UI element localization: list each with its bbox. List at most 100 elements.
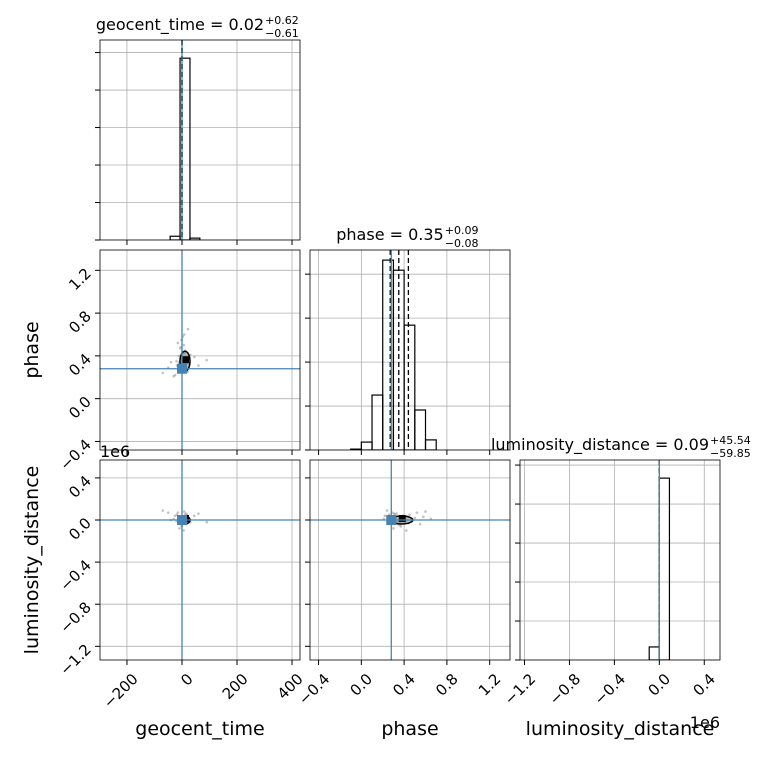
hist-bar [424,439,437,450]
sample-point [418,522,422,526]
sample-point [197,512,200,515]
contour-core [398,515,406,522]
sample-point [182,333,186,336]
y-tick-label: 0.4 [65,472,95,502]
sample-point [182,510,186,513]
sample-point [173,514,177,518]
sample-point [197,364,200,367]
sample-point [182,343,186,347]
title-text: geocent_time = 0.02 [96,15,264,35]
contour-core [181,356,189,364]
title-lower: −0.61 [265,27,299,40]
title-lower: −59.85 [710,447,751,460]
title-lower: −0.08 [445,237,479,250]
sample-point [179,346,182,349]
panel [520,460,720,660]
x-tick-label: 0.0 [644,670,674,700]
panel-frame [309,459,511,661]
truth-marker [386,515,397,525]
x-tick-label: 0.0 [346,670,376,700]
x-axis-label: phase [381,718,438,740]
hist-bar [360,441,373,450]
panel-frame [519,459,721,661]
panel-frame [99,249,301,451]
sample-point [161,371,165,375]
sample-point [413,516,417,520]
y-axis-label: phase [21,321,43,378]
sample-point [205,520,209,524]
sample-point [182,529,185,532]
sample-point [415,511,419,514]
x-tick-label: 0.8 [432,670,462,700]
y-tick-label: −0.4 [56,436,94,474]
panel-title: luminosity_distance = 0.09 [491,435,709,455]
truth-marker [176,363,187,374]
sample-point [383,514,387,518]
y-axis-label: luminosity_distance [21,466,43,655]
panel [100,460,300,660]
sample-point [193,355,196,359]
panel-title: phase = 0.35 [336,225,443,244]
title-upper: +0.09 [445,224,479,237]
sample-point [422,515,425,519]
panel-frame [99,39,301,241]
sample-point [424,510,427,513]
sample-point [166,511,170,514]
sample-point [169,360,173,364]
x-tick-label: −0.8 [546,670,584,708]
title-upper: +0.62 [265,14,299,27]
x-axis-label: geocent_time [135,718,264,740]
sample-point [395,512,398,515]
x-tick-label: 0.4 [389,670,419,700]
x-tick-label: 200 [219,670,252,703]
sample-point [385,509,389,512]
title-text: phase = 0.35 [336,225,443,244]
hist-bar [658,477,671,660]
panel-frame [99,459,301,661]
sample-point [408,513,411,517]
sample-point [176,341,180,345]
hist-bar [414,409,427,450]
sample-point [177,354,180,358]
panel [310,460,510,660]
sample-point [392,527,395,530]
sample-point [161,509,165,512]
panel [100,250,300,450]
panel [100,40,300,240]
sample-point [205,358,209,362]
sample-point [193,514,196,518]
y-tick-label: 0.8 [65,307,95,337]
x-tick-label: 0 [177,670,196,689]
sample-point [184,512,188,515]
sample-point [178,527,181,530]
sample-point [175,359,178,363]
x-tick-label: −0.4 [591,670,629,708]
x-tick-label: −1.2 [501,670,539,708]
panel-title: geocent_time = 0.02 [96,15,264,35]
y-tick-label: 0.0 [65,393,95,423]
y-tick-label: 0.0 [65,514,95,544]
sample-point [186,327,190,331]
x-offset-label: 1e6 [690,713,720,732]
y-offset-label: 1e6 [100,442,130,461]
hist-bar [371,394,384,450]
panel [310,250,510,450]
hist-bar [403,324,416,450]
x-tick-label: −0.4 [295,670,333,708]
hist-bar [648,646,660,660]
x-axis-label: luminosity_distance [526,718,715,740]
hist-bar [169,235,181,240]
y-tick-label: −1.2 [56,640,94,678]
title-upper: +45.54 [710,434,751,447]
sample-point [172,374,176,378]
sample-point [399,525,403,528]
y-tick-label: 1.2 [65,264,95,294]
title-text: luminosity_distance = 0.09 [491,435,709,455]
sample-point [176,511,180,514]
panel-frame [309,249,511,451]
sample-point [404,529,408,532]
y-tick-label: −0.8 [56,598,94,636]
hist-bar [392,269,405,450]
x-tick-label: 0.4 [689,670,719,700]
